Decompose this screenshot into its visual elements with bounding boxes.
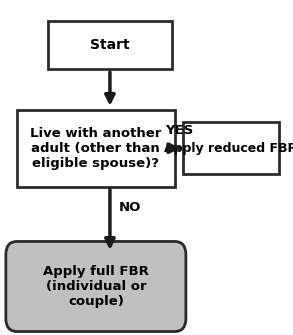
FancyBboxPatch shape (48, 21, 172, 69)
Text: NO: NO (118, 201, 141, 214)
FancyBboxPatch shape (183, 123, 279, 174)
Text: Apply reduced FBR: Apply reduced FBR (164, 142, 293, 155)
Text: YES: YES (165, 124, 193, 137)
FancyBboxPatch shape (6, 242, 186, 332)
Text: Start: Start (90, 38, 130, 52)
Text: Apply full FBR
(individual or
couple): Apply full FBR (individual or couple) (43, 265, 149, 308)
FancyBboxPatch shape (17, 110, 175, 187)
Text: Live with another
adult (other than
eligible spouse)?: Live with another adult (other than elig… (30, 127, 161, 170)
